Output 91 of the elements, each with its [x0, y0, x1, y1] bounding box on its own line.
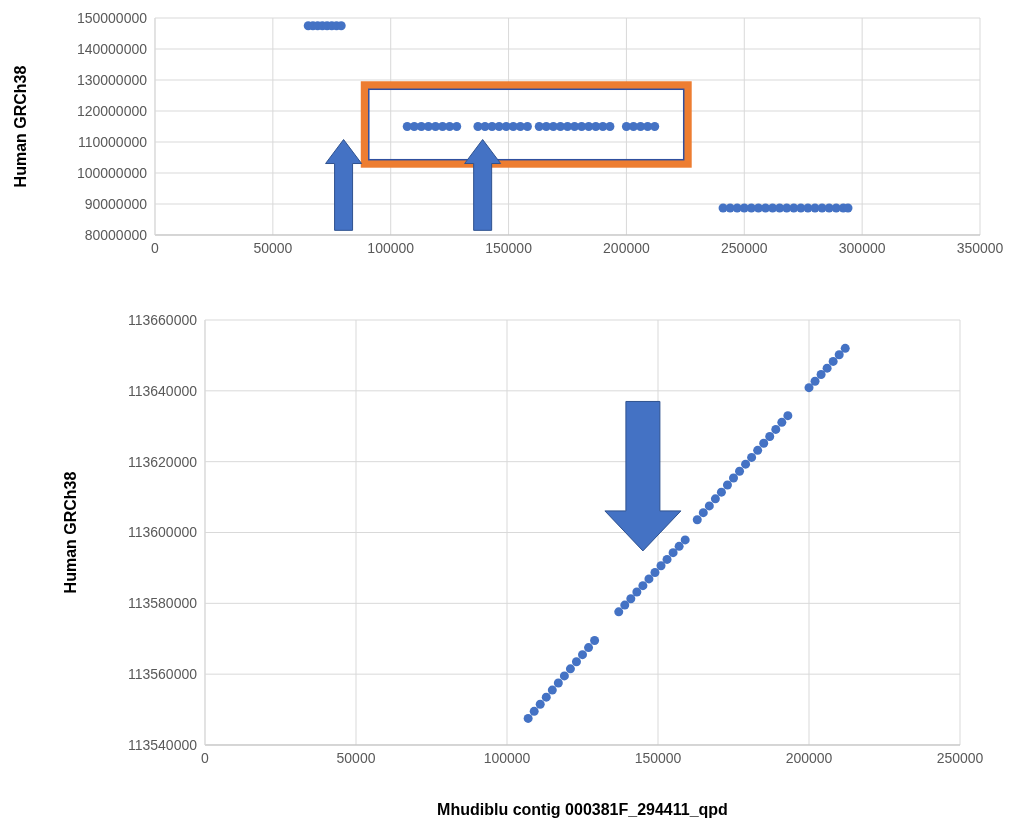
x-tick-label: 50000 — [336, 749, 376, 766]
point — [704, 501, 714, 511]
point — [804, 383, 814, 393]
point — [529, 706, 539, 716]
point — [438, 122, 448, 131]
y-tick-label: 113640000 — [127, 382, 198, 399]
y-tick-label: 130000000 — [76, 71, 148, 88]
y-tick-label: 113600000 — [127, 524, 198, 541]
point — [828, 356, 838, 366]
point — [577, 122, 587, 131]
y-tick-label: 110000000 — [77, 133, 148, 150]
x-tick-label: 200000 — [785, 749, 833, 766]
x-tick-label: 100000 — [367, 239, 415, 256]
x-axis-title: Mhudiblu contig 000381F_294411_qpd — [437, 801, 728, 818]
point — [771, 424, 781, 434]
point — [522, 122, 532, 131]
point — [636, 122, 646, 131]
y-tick-label: 113660000 — [127, 311, 198, 328]
point — [614, 607, 624, 617]
x-tick-label: 350000 — [956, 239, 1004, 256]
point — [668, 548, 678, 558]
point — [650, 122, 660, 131]
point — [605, 122, 615, 131]
point — [565, 664, 575, 674]
point — [570, 122, 580, 131]
y-tick-label: 120000000 — [76, 102, 148, 119]
y-axis-title: Human GRCh38 — [11, 65, 29, 188]
x-tick-label: 50000 — [253, 239, 293, 256]
point — [840, 343, 850, 353]
x-tick-label: 0 — [201, 749, 210, 766]
y-tick-label: 113580000 — [127, 595, 198, 612]
point — [523, 713, 533, 723]
y-tick-label: 113540000 — [127, 736, 198, 753]
point — [591, 122, 601, 131]
point — [662, 554, 672, 564]
point — [650, 568, 660, 578]
point — [638, 581, 648, 591]
x-tick-label: 300000 — [838, 239, 886, 256]
y-tick-label: 100000000 — [76, 164, 148, 181]
point — [626, 594, 636, 604]
point — [644, 574, 654, 584]
point — [783, 411, 793, 421]
point — [535, 699, 545, 709]
x-tick-label: 250000 — [720, 239, 768, 256]
point — [643, 122, 653, 131]
point — [822, 363, 832, 373]
point — [578, 650, 587, 660]
y-tick-label: 90000000 — [84, 195, 148, 212]
point — [452, 122, 462, 131]
point — [584, 122, 594, 131]
y-tick-label: 150000000 — [76, 9, 148, 26]
y-tick-label: 80000000 — [84, 226, 148, 243]
point — [735, 466, 745, 476]
point — [584, 643, 594, 653]
point — [716, 487, 726, 497]
point — [765, 432, 775, 442]
point — [759, 438, 769, 448]
point — [553, 678, 563, 688]
x-tick-label: 150000 — [485, 239, 533, 256]
y-tick-label: 140000000 — [76, 40, 148, 57]
point — [810, 376, 820, 386]
point — [632, 587, 642, 597]
point — [620, 600, 630, 610]
point — [547, 685, 557, 695]
point — [729, 473, 738, 483]
y-axis-title: Human GRCh38 — [61, 471, 79, 594]
x-tick-label: 100000 — [483, 749, 531, 766]
point — [816, 370, 826, 380]
point — [571, 657, 581, 667]
point — [445, 122, 455, 131]
x-tick-label: 250000 — [936, 749, 984, 766]
point — [559, 671, 569, 681]
point — [710, 494, 720, 504]
point — [698, 508, 708, 518]
point — [590, 636, 600, 646]
point — [541, 692, 551, 702]
x-tick-label: 200000 — [603, 239, 650, 256]
point — [692, 515, 702, 525]
x-tick-label: 150000 — [634, 749, 682, 766]
y-tick-label: 113560000 — [127, 666, 198, 683]
point — [777, 417, 787, 427]
point — [680, 535, 690, 545]
x-tick-label: 0 — [151, 239, 160, 256]
point — [753, 445, 763, 455]
point — [834, 350, 844, 360]
point — [674, 541, 684, 551]
y-tick-label: 113620000 — [127, 453, 198, 470]
point — [747, 452, 757, 462]
point — [722, 480, 732, 490]
point — [741, 459, 751, 469]
point — [656, 561, 666, 571]
